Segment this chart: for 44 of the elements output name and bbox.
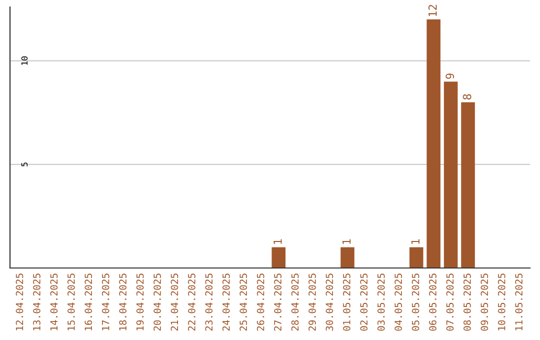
x-tick-label: 28.04.2025 <box>291 274 299 331</box>
x-tick-label: 12.04.2025 <box>16 274 24 330</box>
x-tick-label: 30.04.2025 <box>326 274 334 331</box>
bar <box>444 82 458 268</box>
x-tick-label: 15.04.2025 <box>67 274 75 330</box>
x-tick-label: 17.04.2025 <box>102 274 110 330</box>
x-tick-label: 16.04.2025 <box>84 274 92 330</box>
data-label: 8 <box>462 94 472 100</box>
x-tick-label: 10.05.2025 <box>498 274 506 330</box>
x-tick-label: 18.04.2025 <box>119 274 126 330</box>
data-label: 9 <box>446 74 454 79</box>
bar <box>340 247 354 268</box>
x-tick-label: 27.04.2025 <box>274 274 282 331</box>
data-label: 12 <box>428 4 437 16</box>
x-tick-label: 21.04.2025 <box>170 274 178 331</box>
x-tick-label: 08.05.2025 <box>464 274 471 331</box>
x-tick-label: 11.05.2025 <box>515 274 523 330</box>
x-tick-label: 07.05.2025 <box>446 274 454 331</box>
x-tick-label: 03.05.2025 <box>377 274 385 331</box>
x-tick-label: 09.05.2025 <box>480 274 488 331</box>
bar <box>461 102 475 268</box>
y-tick-label: 10 <box>21 56 28 65</box>
x-tick-label: 24.04.2025 <box>222 274 230 331</box>
x-tick-label: 19.04.2025 <box>136 274 144 330</box>
bar <box>272 247 286 268</box>
x-tick-label: 05.05.2025 <box>412 274 420 331</box>
x-tick-label: 06.05.2025 <box>429 274 436 331</box>
data-label: 1 <box>274 239 282 244</box>
x-tick-label: 02.05.2025 <box>360 274 368 331</box>
x-tick-label: 25.04.2025 <box>240 274 248 331</box>
bar <box>426 19 440 268</box>
x-tick-label: 13.04.2025 <box>33 274 40 330</box>
data-label: 1 <box>411 239 420 244</box>
x-tick-label: 26.04.2025 <box>256 274 264 331</box>
x-tick-label: 20.04.2025 <box>154 274 161 331</box>
x-tick-label: 29.04.2025 <box>308 274 316 331</box>
x-tick-label: 22.04.2025 <box>188 274 196 331</box>
data-label: 1 <box>342 239 351 244</box>
x-tick-label: 23.04.2025 <box>205 274 213 331</box>
y-tick-label: 5 <box>21 162 28 166</box>
x-tick-label: 04.05.2025 <box>394 274 402 331</box>
bar <box>409 247 424 268</box>
x-tick-label: 14.04.2025 <box>50 274 58 330</box>
x-tick-label: 01.05.2025 <box>342 274 350 331</box>
